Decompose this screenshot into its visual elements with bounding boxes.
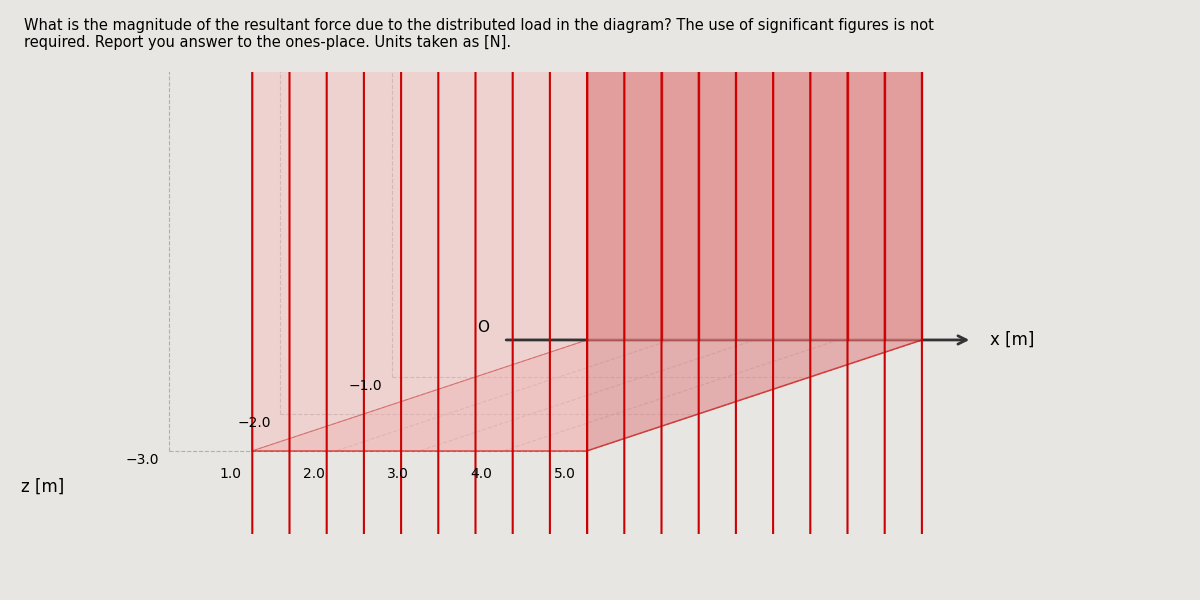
FancyArrowPatch shape	[659, 0, 665, 600]
FancyArrowPatch shape	[584, 0, 590, 600]
Polygon shape	[252, 340, 922, 451]
FancyArrowPatch shape	[510, 0, 516, 600]
Text: 2.0: 2.0	[302, 467, 325, 481]
FancyArrowPatch shape	[547, 0, 553, 600]
Polygon shape	[587, 0, 922, 451]
FancyArrowPatch shape	[250, 0, 256, 600]
Text: What is the magnitude of the resultant force due to the distributed load in the : What is the magnitude of the resultant f…	[24, 18, 934, 50]
FancyArrowPatch shape	[845, 0, 851, 600]
Text: 1.0: 1.0	[218, 467, 241, 481]
FancyArrowPatch shape	[770, 0, 776, 600]
Text: O: O	[478, 320, 490, 335]
FancyArrowPatch shape	[287, 0, 293, 600]
Text: z [m]: z [m]	[22, 478, 65, 496]
FancyArrowPatch shape	[733, 0, 739, 600]
FancyArrowPatch shape	[808, 0, 814, 600]
FancyArrowPatch shape	[882, 0, 888, 600]
FancyArrowPatch shape	[919, 0, 925, 600]
Text: 4.0: 4.0	[470, 467, 492, 481]
FancyArrowPatch shape	[324, 0, 330, 600]
Text: x [m]: x [m]	[990, 331, 1034, 349]
FancyArrowPatch shape	[361, 0, 367, 600]
Text: −1.0: −1.0	[349, 379, 383, 393]
Text: −3.0: −3.0	[126, 453, 160, 467]
FancyArrowPatch shape	[622, 0, 628, 600]
Polygon shape	[252, 0, 587, 451]
FancyArrowPatch shape	[436, 0, 442, 600]
FancyArrowPatch shape	[696, 0, 702, 600]
Text: 5.0: 5.0	[554, 467, 576, 481]
FancyArrowPatch shape	[584, 0, 590, 600]
Text: 3.0: 3.0	[386, 467, 408, 481]
FancyArrowPatch shape	[473, 0, 479, 600]
Text: −2.0: −2.0	[238, 416, 271, 430]
Polygon shape	[587, 0, 922, 340]
FancyArrowPatch shape	[398, 0, 404, 600]
